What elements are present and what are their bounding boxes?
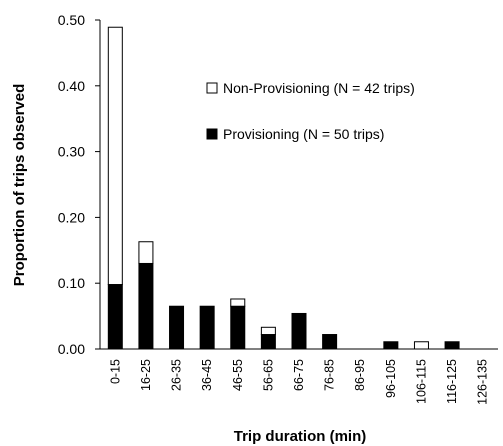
bar-provisioning <box>260 334 276 350</box>
bar-provisioning <box>169 305 185 350</box>
x-tick-label: 76-85 <box>323 359 337 391</box>
x-tick-label: 86-95 <box>353 359 367 391</box>
x-tick-label: 126-135 <box>476 359 490 405</box>
legend-item-provisioning: Provisioning (N = 50 trips) <box>206 126 384 142</box>
x-tick-label: 56-65 <box>261 359 275 391</box>
x-tick-label: 0-15 <box>108 359 122 384</box>
x-tick-label: 26-35 <box>170 359 184 391</box>
y-tick-label: 0.10 <box>58 275 85 291</box>
bar-non-provisioning <box>230 298 246 307</box>
x-tick-label: 96-105 <box>384 359 398 398</box>
legend-swatch-provisioning <box>206 128 218 140</box>
bar-provisioning <box>291 312 307 350</box>
legend: Non-Provisioning (N = 42 trips) Provisio… <box>206 80 415 142</box>
y-axis-title: Proportion of trips observed <box>11 84 28 287</box>
legend-swatch-non-provisioning <box>206 82 218 94</box>
y-tick-label: 0.50 <box>58 12 85 28</box>
bars <box>107 26 460 350</box>
bar-non-provisioning <box>260 326 276 336</box>
bar-provisioning <box>107 284 123 350</box>
legend-label-provisioning: Provisioning (N = 50 trips) <box>223 126 384 142</box>
bar-non-provisioning <box>413 341 429 350</box>
bar-provisioning <box>322 334 338 350</box>
x-axis-title: Trip duration (min) <box>234 428 367 445</box>
axes <box>99 20 498 350</box>
x-tick-label: 66-75 <box>292 359 306 391</box>
y-ticks: 0.00 0.10 0.20 0.30 0.40 0.50 <box>58 12 100 357</box>
bar-non-provisioning <box>107 26 123 286</box>
bar-provisioning <box>383 341 399 350</box>
legend-label-non-provisioning: Non-Provisioning (N = 42 trips) <box>223 80 415 96</box>
y-tick-label: 0.30 <box>58 144 85 160</box>
bar-provisioning <box>444 341 460 350</box>
y-tick-label: 0.40 <box>58 78 85 94</box>
bar-provisioning <box>199 305 215 350</box>
bar-provisioning <box>138 262 154 350</box>
x-tick-label: 116-125 <box>445 359 459 404</box>
legend-item-non-provisioning: Non-Provisioning (N = 42 trips) <box>206 80 415 96</box>
bar-non-provisioning <box>138 241 154 264</box>
x-tick-label: 106-115 <box>414 359 428 404</box>
x-tick-label: 16-25 <box>139 359 153 391</box>
bar-provisioning <box>230 305 246 350</box>
y-tick-label: 0.20 <box>58 209 85 225</box>
x-tick-label: 46-55 <box>231 359 245 391</box>
y-tick-label: 0.00 <box>58 341 85 357</box>
x-ticks: 0-15 16-25 26-35 36-45 46-55 56-65 66-75 76-85 8… <box>108 359 489 405</box>
x-tick-label: 36-45 <box>200 359 214 391</box>
